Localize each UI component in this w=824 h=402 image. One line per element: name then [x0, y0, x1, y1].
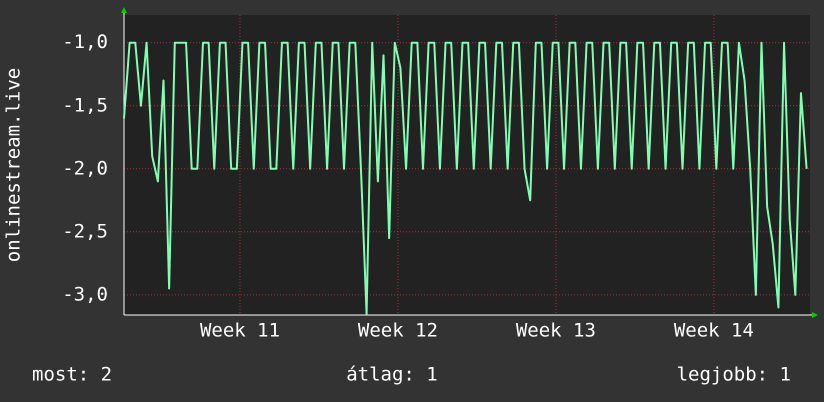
x-tick-label: Week 14: [674, 320, 754, 342]
y-tick-label: -1,5: [62, 94, 108, 116]
footer-text: legjobb: 1: [677, 364, 791, 386]
axis-arrow: [121, 7, 127, 13]
y-tick-label: -1,0: [62, 31, 108, 53]
footer-text: most: 2: [32, 364, 112, 386]
x-tick-label: Week 12: [358, 320, 438, 342]
data-line: [123, 41, 808, 315]
y-tick-label: -2,5: [62, 220, 108, 242]
axis-arrow: [812, 312, 818, 318]
x-tick-label: Week 11: [200, 320, 280, 342]
y-axis-label: onlinestream.live: [3, 68, 25, 262]
y-tick-label: -2,0: [62, 157, 108, 179]
y-tick-label: -3,0: [62, 283, 108, 305]
x-tick-label: Week 13: [516, 320, 596, 342]
footer-text: átlag: 1: [346, 364, 438, 386]
